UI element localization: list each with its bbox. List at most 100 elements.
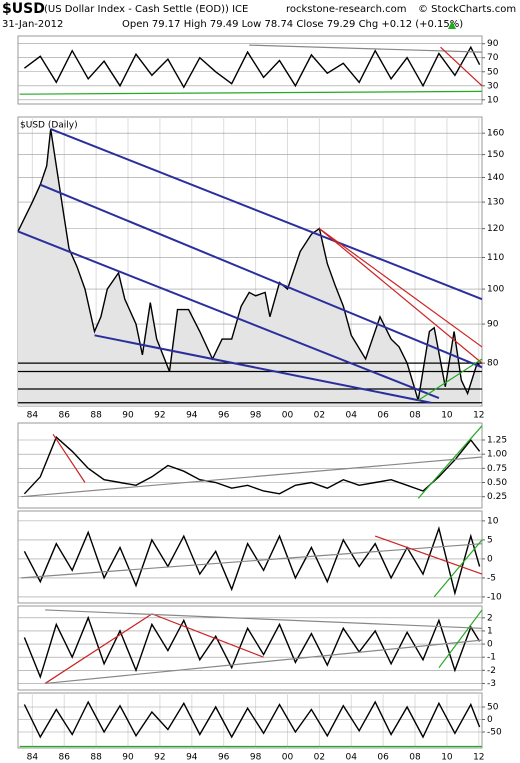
y-tick-label: 0 [487,554,493,564]
x-tick-label: 06 [377,411,389,421]
x-tick-label: 94 [186,411,198,421]
x-tick-label: 10 [441,411,453,421]
x-tick-label: 84 [27,753,39,763]
y-tick-label: 1.00 [487,450,507,460]
y-tick-label: 30 [487,81,499,91]
y-tick-label: -50 [487,728,502,738]
x-tick-label: 96 [218,753,230,763]
trend-line [374,535,483,575]
trend-line [417,358,483,401]
x-tick-label: 00 [282,753,294,763]
y-tick-label: 80 [487,359,499,369]
price-line [23,700,481,739]
price-area [18,129,481,406]
trend-line [438,609,483,669]
trend-line [39,183,483,369]
y-tick-label: 2 [487,613,493,623]
up-arrow [448,21,456,29]
y-tick-label: 110 [487,253,504,263]
x-tick-label: 88 [90,753,102,763]
x-tick-label: 08 [409,411,421,421]
x-tick-label: 96 [218,411,230,421]
y-tick-label: 160 [487,129,504,139]
x-tick-label: 90 [122,753,134,763]
trend-line [249,44,483,53]
y-tick-label: 70 [487,53,499,63]
trend-line [45,609,483,629]
panel-frame [17,510,483,604]
panel-frame [17,422,483,509]
trend-line [94,334,432,404]
y-tick-label: -2 [487,666,496,676]
copyright: © StockCharts.com [418,4,516,15]
panel-title: $USD (Daily) [20,121,78,131]
trend-line [21,456,483,498]
panel-frame [17,692,483,749]
x-tick-label: 10 [441,753,453,763]
price-line [17,128,481,401]
y-tick-label: -10 [487,592,502,602]
y-tick-label: 1 [487,626,493,636]
y-tick-label: 0.25 [487,492,507,502]
x-tick-label: 90 [122,411,134,421]
y-tick-label: 120 [487,224,504,234]
y-tick-label: 10 [487,516,499,526]
x-tick-label: 86 [59,753,71,763]
trend-line [50,128,483,301]
y-tick-label: 130 [487,198,504,208]
y-tick-label: 90 [487,320,499,330]
y-tick-label: 5 [487,535,493,545]
trend-line [52,434,86,483]
trend-line [44,613,153,684]
source: rockstone-research.com [286,4,406,15]
trend-line [440,46,483,87]
price-line [23,526,481,596]
x-tick-label: 12 [473,411,484,421]
y-tick-label: 50 [487,67,499,77]
x-tick-label: 06 [377,753,389,763]
x-tick-label: 84 [27,411,39,421]
y-tick-label: -3 [487,679,496,689]
x-tick-label: 98 [250,411,262,421]
y-tick-label: -1 [487,653,496,663]
panel-frame [17,35,483,105]
y-tick-label: 140 [487,173,504,183]
trend-line [19,90,483,95]
x-tick-label: 02 [314,753,325,763]
x-tick-label: 00 [282,411,294,421]
x-tick-label: 88 [90,411,102,421]
trend-line [433,539,483,598]
x-tick-label: 02 [314,411,325,421]
x-tick-label: 92 [154,753,165,763]
y-tick-label: 150 [487,150,504,160]
y-tick-label: 0.50 [487,478,507,488]
x-tick-label: 04 [346,753,358,763]
y-tick-label: -5 [487,573,496,583]
x-tick-label: 86 [59,411,71,421]
y-tick-label: 90 [487,39,499,49]
x-tick-label: 08 [409,753,421,763]
instrument-name: (US Dollar Index - Cash Settle (EOD)) IC… [44,4,248,15]
date: 31-Jan-2012 [2,19,63,30]
price-line [23,45,481,89]
trend-line [45,639,483,685]
x-tick-label: 94 [186,753,198,763]
y-tick-label: 0 [487,640,493,650]
quote: Open 79.17 High 79.49 Low 78.74 Close 79… [122,19,463,30]
x-tick-label: 92 [154,411,165,421]
price-line [23,436,481,495]
panel-frame [17,605,483,691]
y-tick-label: 0.75 [487,464,507,474]
trend-line [21,543,483,579]
trend-line [319,228,483,348]
trend-line [318,228,483,364]
trend-line [17,230,440,400]
x-tick-label: 98 [250,753,262,763]
y-tick-label: 50 [487,703,499,713]
symbol: $USD [2,1,45,17]
y-tick-label: 1.25 [487,436,507,446]
trend-line [417,425,483,499]
x-tick-label: 12 [473,753,484,763]
price-line [23,615,481,679]
